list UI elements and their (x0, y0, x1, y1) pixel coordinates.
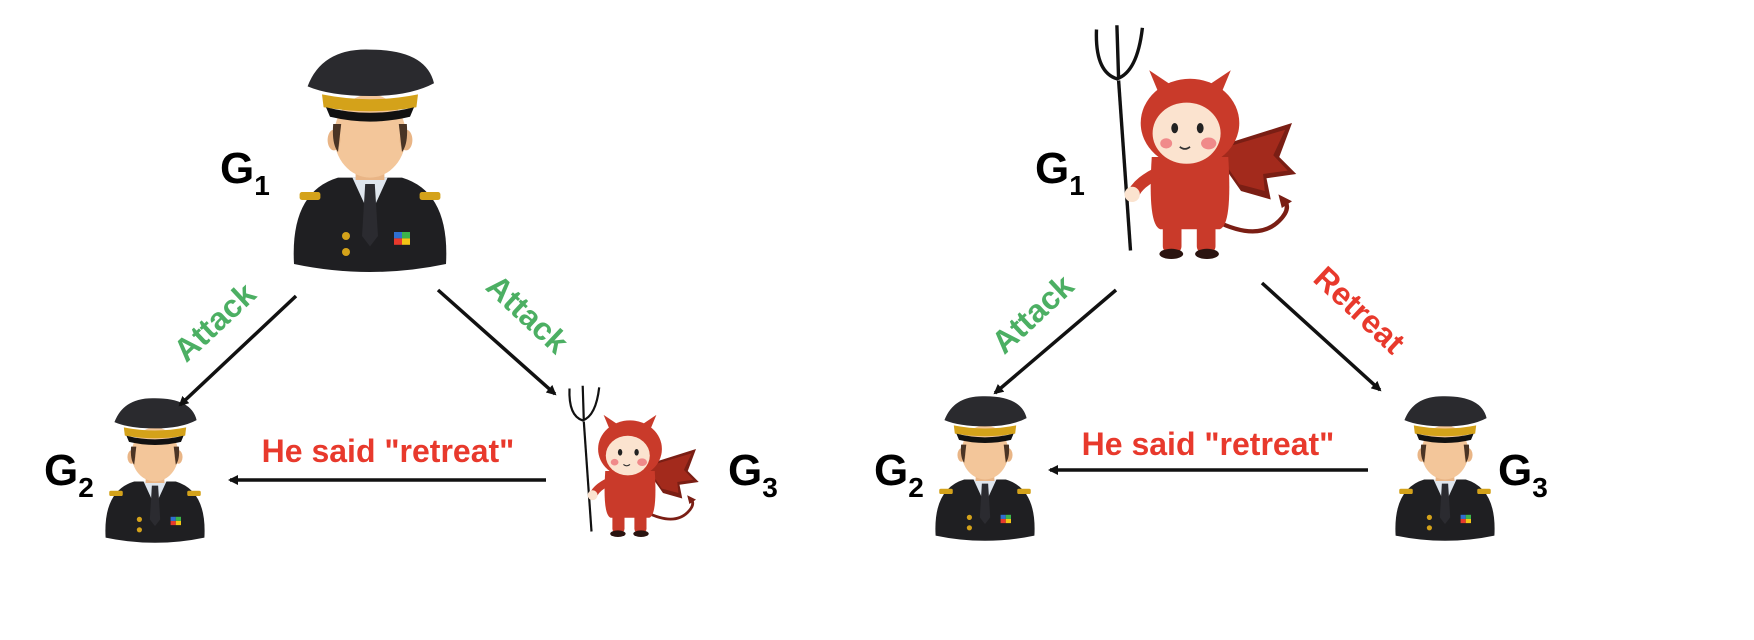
left-arrow-g1-to-g3 (436, 288, 557, 396)
right-g2-label: G2 (874, 446, 924, 503)
left-g3-devil-traitor-icon (569, 386, 698, 537)
left-arrow-g1-to-g2 (178, 294, 298, 407)
left-msg-g1-to-g2: Attack (166, 275, 262, 368)
left-g3-label: G3 (728, 446, 778, 503)
left-g1-label: G1 (220, 144, 270, 201)
right-g3-general-icon (1395, 396, 1495, 541)
left-g1-general-icon (293, 49, 447, 272)
left-g2-general-icon (105, 398, 205, 543)
right-msg-g1-to-g3: Retreat (1307, 259, 1412, 361)
right-msg-g1-to-g2: Attack (984, 267, 1080, 360)
left-scenario: G1 G2 G3 Attack Attack He said "retreat" (44, 49, 778, 543)
right-g3-label: G3 (1498, 446, 1548, 503)
right-arrow-g1-to-g2 (993, 288, 1118, 395)
right-msg-g3-to-g2: He said "retreat" (1082, 426, 1335, 462)
left-msg-g1-to-g3: Attack (479, 267, 575, 360)
right-g1-label: G1 (1035, 144, 1085, 201)
right-scenario: G1 G2 G3 Attack Retreat He said "retreat… (874, 25, 1548, 541)
right-g2-general-icon (935, 396, 1035, 541)
right-g1-devil-traitor-icon (1096, 25, 1296, 259)
right-arrow-g1-to-g3 (1260, 281, 1382, 392)
left-msg-g3-to-g2: He said "retreat" (262, 433, 515, 469)
left-g2-label: G2 (44, 446, 94, 503)
